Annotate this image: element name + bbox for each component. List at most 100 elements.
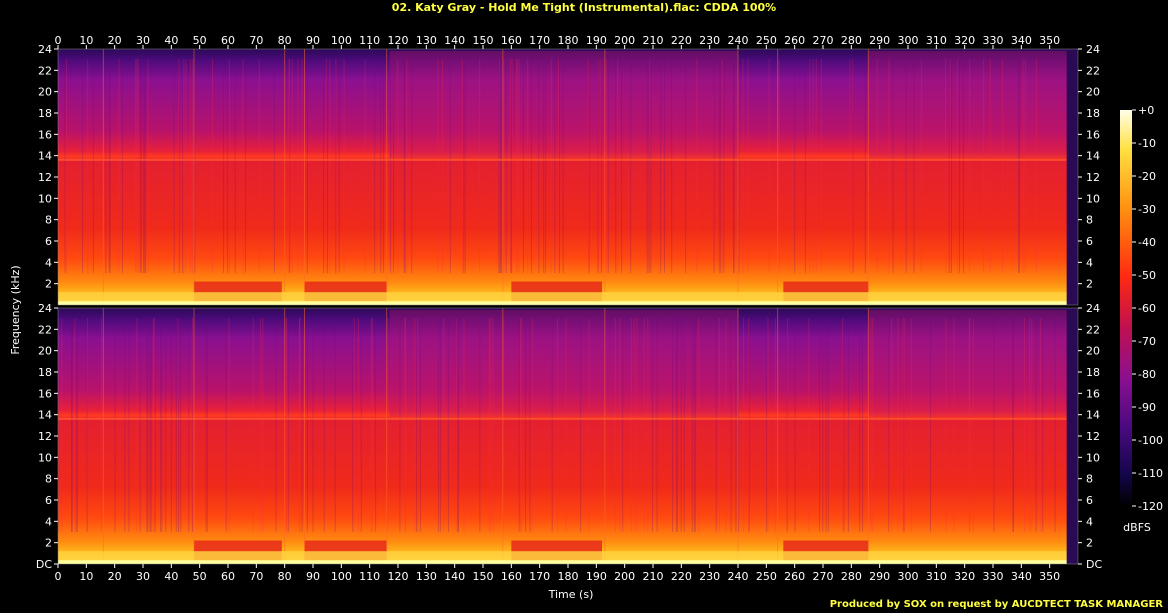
colorbar-tick-label: -40 (1138, 236, 1156, 249)
x-axis-top: 0 10 20 30 40 50 60 70 80 90 100 110 120 130 140 150 160… (55, 34, 1060, 49)
x-tick-label: 130 (416, 34, 437, 47)
x-tick-label: 130 (416, 570, 437, 583)
x-tick-label: 70 (249, 34, 263, 47)
y-tick-label: 8 (1086, 214, 1093, 227)
x-tick-label: 140 (444, 570, 465, 583)
x-tick-label: 110 (359, 570, 380, 583)
spectrogram-fill (58, 308, 1078, 564)
dc-band (58, 560, 1070, 564)
x-tick-label: 310 (926, 570, 947, 583)
y-tick-label: 8 (45, 214, 52, 227)
y-tick-label: 12 (38, 171, 52, 184)
y-tick-label: 10 (38, 451, 52, 464)
x-tick-label: 0 (55, 34, 62, 47)
colorbar-tick-label: -20 (1138, 170, 1156, 183)
x-tick-label: 10 (79, 570, 93, 583)
x-tick-label: 200 (614, 570, 635, 583)
spectrogram-panels (57, 48, 1079, 565)
x-tick-label: 250 (756, 570, 777, 583)
colorbar-tick-label: -50 (1138, 269, 1156, 282)
y-tick-label: 14 (1086, 409, 1100, 422)
x-tick-label: 100 (331, 570, 352, 583)
x-tick-label: 280 (841, 570, 862, 583)
y-tick-label: 22 (38, 64, 52, 77)
colorbar-tick-label: -110 (1138, 467, 1163, 480)
x-tick-label: 80 (278, 34, 292, 47)
x-tick-label: 220 (671, 570, 692, 583)
x-tick-label: 120 (388, 570, 409, 583)
x-tick-label: 290 (869, 34, 890, 47)
y-tick-label: 8 (1086, 473, 1093, 486)
colorbar-tick-label: -90 (1138, 401, 1156, 414)
x-tick-label: 40 (164, 34, 178, 47)
y-tick-label: 14 (38, 150, 52, 163)
x-tick-label: 20 (108, 34, 122, 47)
y-tick-label: 24 (38, 43, 52, 56)
y-tick-label: 6 (45, 494, 52, 507)
x-tick-label: 50 (193, 34, 207, 47)
y-tick-label: 2 (45, 278, 52, 291)
colorbar-tick-label: -30 (1138, 203, 1156, 216)
y-tick-label: 18 (38, 366, 52, 379)
x-tick-label: 210 (643, 34, 664, 47)
x-tick-label: 330 (983, 570, 1004, 583)
y-tick-label: 2 (1086, 278, 1093, 291)
y-tick-label: 2 (45, 537, 52, 550)
x-tick-label: 40 (164, 570, 178, 583)
colorbar-tick-label: -100 (1138, 434, 1163, 447)
x-tick-label: 100 (331, 34, 352, 47)
y-tick-label: 24 (1086, 43, 1100, 56)
colorbar-tick-label: -60 (1138, 302, 1156, 315)
loud-section (389, 51, 602, 158)
y-tick-label: 20 (1086, 345, 1100, 358)
y-tick-label: 22 (1086, 64, 1100, 77)
y-tick-label: 14 (38, 409, 52, 422)
y-tick-label: 12 (1086, 430, 1100, 443)
x-tick-label: 300 (898, 570, 919, 583)
x-tick-label: 260 (784, 34, 805, 47)
x-axis-label: Time (s) (548, 588, 594, 601)
x-tick-label: 20 (108, 570, 122, 583)
x-tick-label: 210 (643, 570, 664, 583)
x-tick-label: 180 (558, 34, 579, 47)
y-tick-label: 12 (38, 430, 52, 443)
y-tick-label: 10 (1086, 451, 1100, 464)
fade-out (1066, 49, 1078, 305)
x-tick-label: 290 (869, 570, 890, 583)
y-tick-label: 10 (38, 192, 52, 205)
dc-band (58, 301, 1070, 305)
x-axis-bottom: 0 10 20 30 40 50 60 70 80 90 100 110 120 130 140 150 160… (55, 564, 1060, 583)
y-tick-label: 16 (1086, 128, 1100, 141)
colorbar-tick-label: +0 (1138, 104, 1154, 117)
y-tick-label: 20 (38, 86, 52, 99)
x-tick-label: 340 (1011, 34, 1032, 47)
y-tick-label: 18 (1086, 366, 1100, 379)
x-tick-label: 190 (586, 34, 607, 47)
y-tick-label: 4 (1086, 256, 1093, 269)
x-tick-label: 240 (728, 570, 749, 583)
y-tick-label: 14 (1086, 150, 1100, 163)
y-tick-label: 20 (38, 345, 52, 358)
channel-1-panel (57, 48, 1079, 306)
y-tick-label: 6 (45, 235, 52, 248)
x-tick-label: 230 (699, 570, 720, 583)
x-tick-label: 30 (136, 570, 150, 583)
x-tick-label: 350 (1039, 570, 1060, 583)
y-tick-label: DC (36, 558, 52, 571)
y-tick-label: 16 (38, 128, 52, 141)
credit-text: Produced by SOX on request by AUCDTECT T… (829, 599, 1163, 610)
y-tick-label: 2 (1086, 537, 1093, 550)
colorbar-tick-label: -10 (1138, 137, 1156, 150)
y-tick-label: 4 (45, 256, 52, 269)
y-tick-label: 24 (1086, 302, 1100, 315)
x-tick-label: 350 (1039, 34, 1060, 47)
x-tick-label: 170 (529, 34, 550, 47)
y-tick-label: DC (1086, 558, 1102, 571)
x-tick-label: 150 (473, 570, 494, 583)
y-tick-label: 16 (38, 387, 52, 400)
y-tick-label: 6 (1086, 494, 1093, 507)
x-tick-label: 330 (983, 34, 1004, 47)
loud-section (868, 51, 1078, 158)
